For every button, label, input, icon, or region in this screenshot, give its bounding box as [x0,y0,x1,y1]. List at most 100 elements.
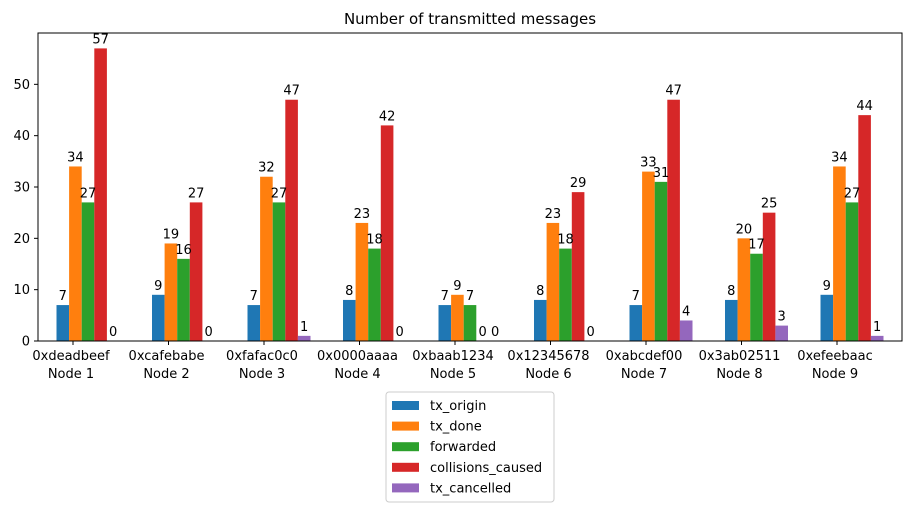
bar-forwarded [177,258,190,341]
bar-tx-cancelled [870,335,884,341]
bar-forwarded [654,181,668,341]
legend-label: tx_origin [430,399,486,414]
bar-collisions-caused [380,125,394,342]
x-tick-label-id: 0x3ab02511 [699,349,781,364]
bar-value-label: 7 [250,289,258,304]
bar-value-label: 32 [258,161,275,176]
bar-tx-origin [438,305,452,341]
bar-tx-done [546,222,560,341]
x-tick-label-id: 0x0000aaaa [317,349,398,364]
bar-value-label: 0 [205,325,213,340]
bar-forwarded [81,202,95,341]
bar-tx-origin [725,299,738,341]
y-tick-label: 0 [22,335,30,350]
bar-value-label: 7 [466,289,474,304]
bar-value-label: 7 [632,289,640,304]
bar-value-label: 18 [557,233,574,248]
bar-tx-cancelled [297,335,311,341]
bar-value-label: 9 [453,279,461,294]
bar-tx-origin [247,305,261,341]
x-tick-label-node: Node 9 [812,367,858,382]
bar-value-label: 0 [491,325,499,340]
bar-value-label: 0 [396,325,404,340]
legend-frame [385,391,555,503]
y-tick-label: 40 [13,129,30,144]
bar-value-label: 9 [823,279,831,294]
bar-forwarded [463,305,477,341]
bar-tx-done [833,166,846,341]
bar-tx-done [260,176,273,341]
bar-collisions-caused [667,99,680,341]
legend-label: tx_done [430,420,482,435]
bar-value-label: 33 [640,156,657,171]
legend-label: collisions_caused [430,461,542,476]
bar-value-label: 17 [748,238,765,253]
bar-value-label: 20 [736,222,753,237]
bar-value-label: 0 [478,325,486,340]
bar-forwarded [845,202,859,341]
bar-tx-cancelled [775,325,788,341]
legend-swatch [392,442,419,452]
x-tick-label-id: 0xdeadbeef [32,349,110,364]
x-tick-label-node: Node 4 [334,367,380,382]
bar-value-label: 23 [354,207,371,222]
bar-tx-done [642,171,655,341]
legend-swatch [392,401,419,410]
x-tick-label-id: 0x12345678 [507,349,589,364]
chart-title: Number of transmitted messages [344,10,596,28]
bar-value-label: 27 [844,186,861,201]
bar-forwarded [368,248,381,341]
x-tick-label-id: 0xcafebabe [129,349,205,364]
bar-forwarded [272,202,286,341]
bar-tx-done [69,166,82,341]
bar-value-label: 27 [271,186,288,201]
bar-value-label: 0 [109,325,117,340]
bar-value-label: 4 [682,304,690,319]
bar-collisions-caused [571,192,585,341]
bar-tx-origin [534,299,547,341]
bar-value-label: 42 [379,109,396,124]
bar-value-label: 44 [856,99,873,114]
legend: tx_origin tx_done forwarded collisions_caus… [385,391,555,503]
x-tick-label-id: 0xbaab1234 [412,349,494,364]
bar-value-label: 8 [727,284,735,299]
bar-value-label: 7 [59,289,67,304]
y-tick-label: 10 [13,283,30,298]
x-tick-label-node: Node 6 [525,367,571,382]
bar-tx-origin [629,305,643,341]
x-tick-label-node: Node 5 [430,367,476,382]
bar-value-label: 8 [345,284,353,299]
bar-collisions-caused [285,99,298,341]
x-tick-label-node: Node 2 [143,367,189,382]
bar-tx-done [164,243,178,341]
bar-value-label: 57 [92,32,109,47]
x-tick-label-id: 0xefeebaac [797,349,872,364]
x-tick-label-node: Node 8 [716,367,762,382]
bar-series-group [56,48,884,342]
x-tick-label-node: Node 7 [621,367,667,382]
legend-swatch [392,462,419,472]
y-axis: 0 10 20 30 40 50 [13,78,38,350]
bar-collisions-caused [762,212,776,341]
bar-value-label: 1 [300,320,308,335]
bar-collisions-caused [189,202,203,341]
x-axis: 0xdeadbeef Node 1 0xcafebabe Node 2 0xfafac0… [32,341,873,382]
bar-tx-origin [343,299,356,341]
bar-value-label: 47 [665,84,682,99]
legend-swatch [392,421,419,431]
x-tick-label-node: Node 3 [239,367,285,382]
x-tick-label-id: 0xabcdef00 [606,349,683,364]
bar-tx-done [451,294,464,341]
plot-area-frame [37,32,903,342]
bar-forwarded [559,248,572,341]
bar-tx-done [355,222,369,341]
bar-value-label: 1 [873,320,881,335]
bar-value-label: 16 [175,243,192,258]
y-tick-label: 30 [13,181,30,196]
bar-value-label: 34 [67,150,84,165]
bar-value-label: 9 [154,279,162,294]
bar-value-label: 27 [80,186,97,201]
bar-collisions-caused [858,115,871,341]
